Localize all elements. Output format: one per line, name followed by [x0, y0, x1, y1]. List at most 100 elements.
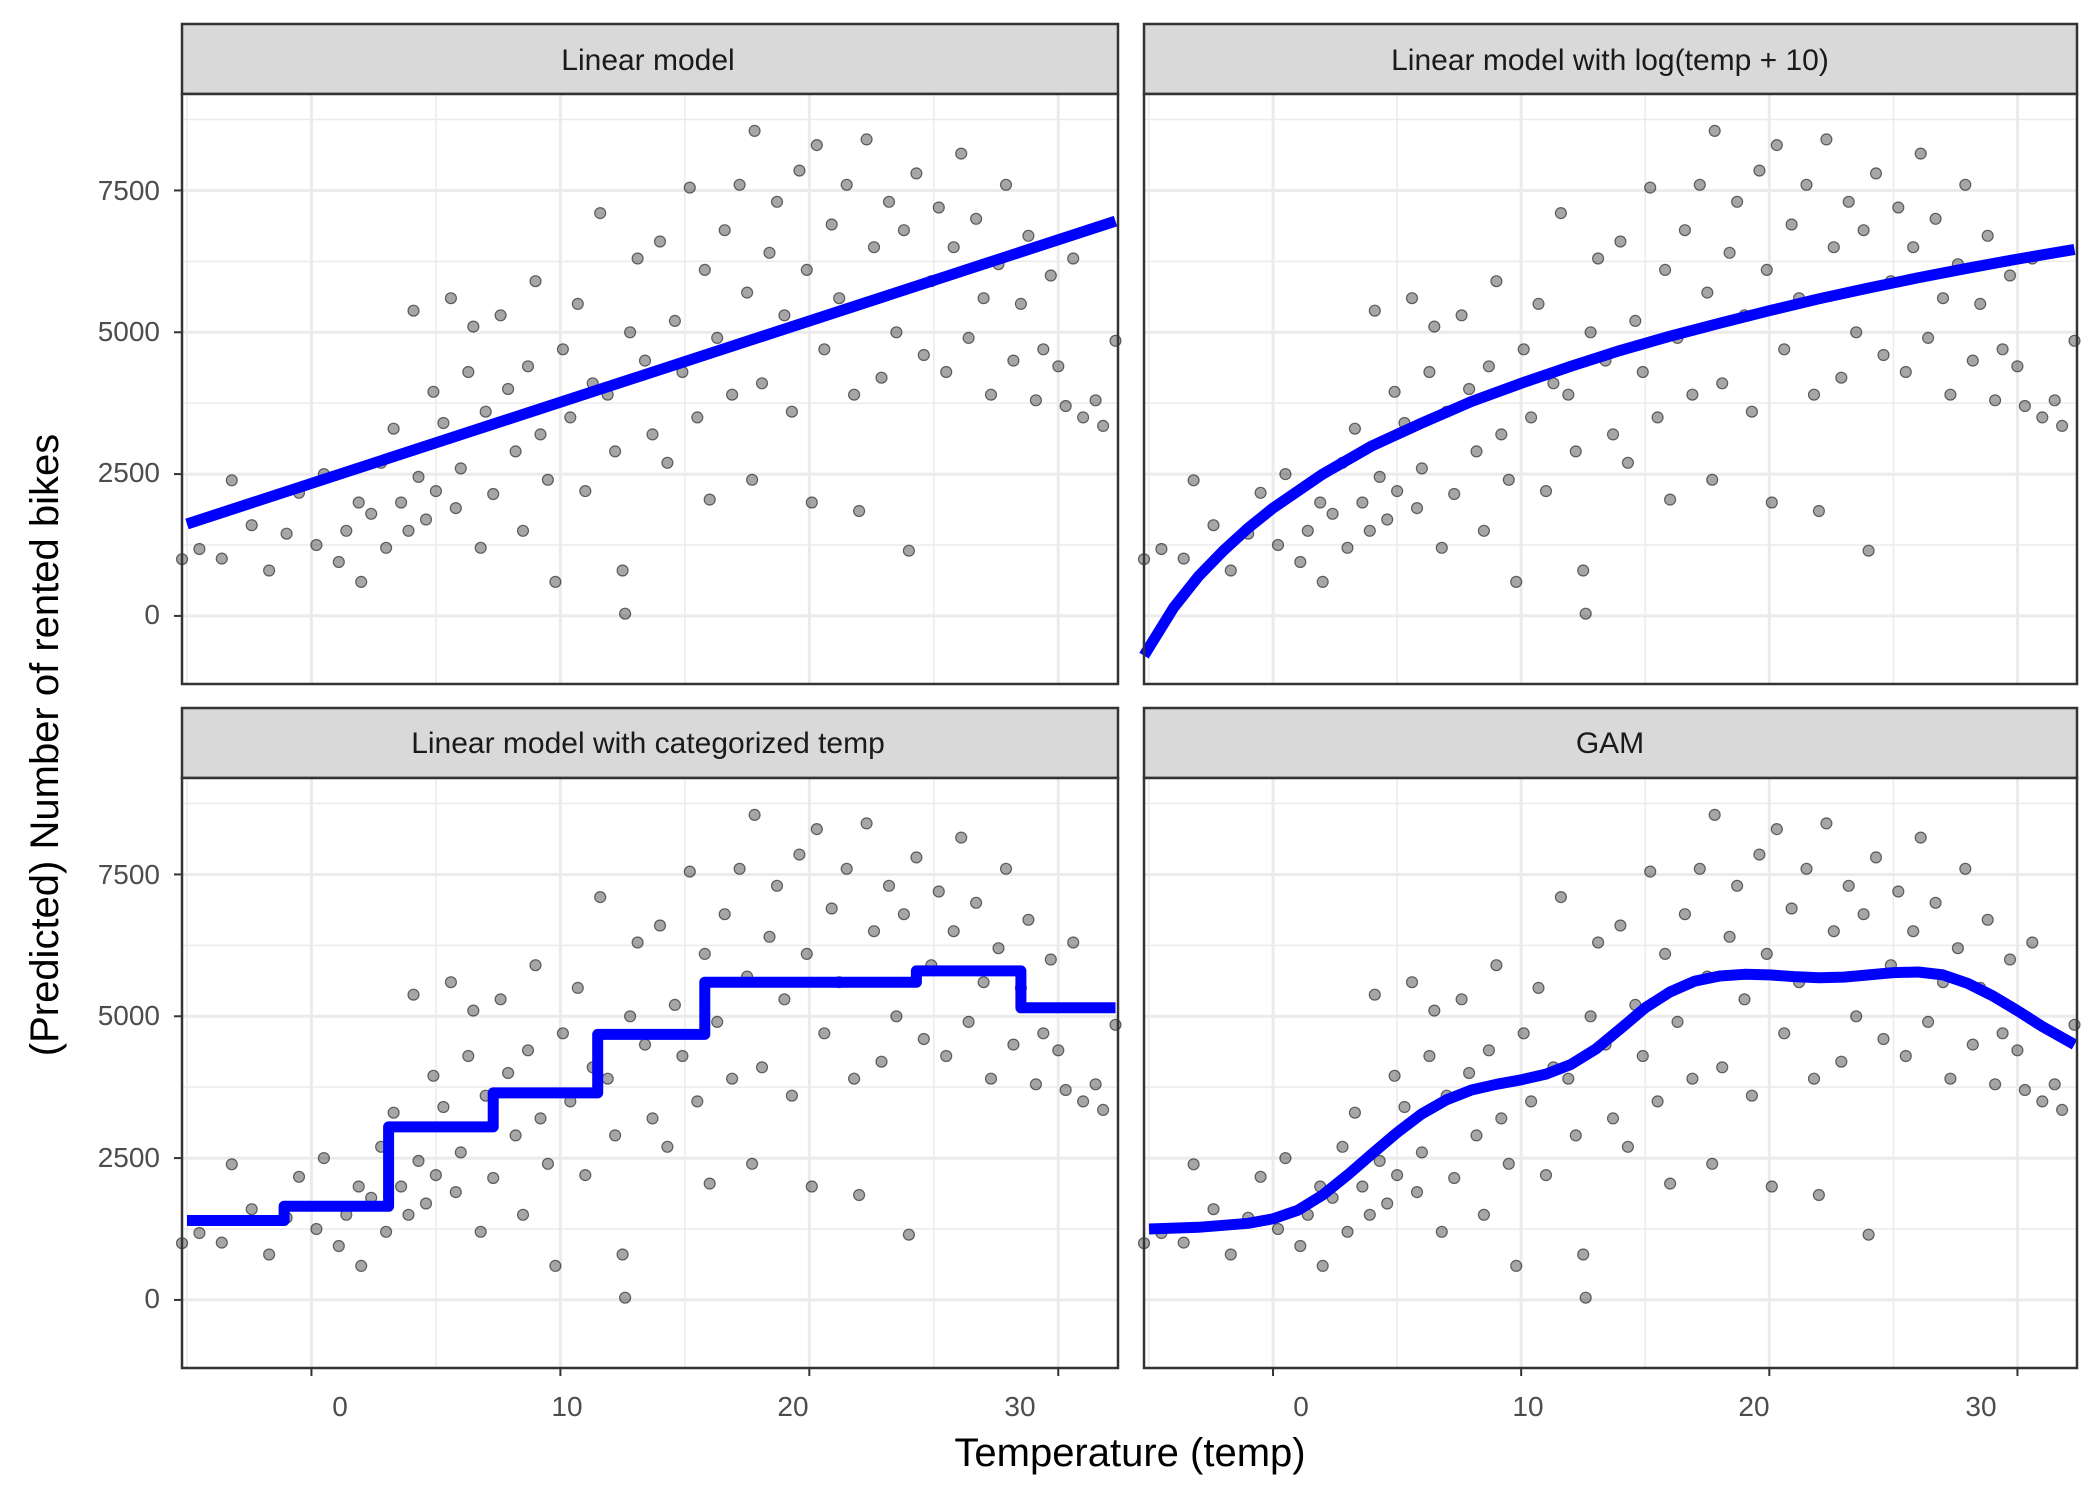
data-point	[529, 959, 542, 972]
data-point	[1644, 865, 1657, 878]
data-point	[1059, 399, 1072, 413]
data-point	[902, 1228, 916, 1241]
data-point	[1800, 862, 1813, 875]
data-point	[1448, 487, 1461, 501]
data-point	[1076, 411, 1090, 424]
data-point	[571, 297, 584, 310]
data-point	[1820, 133, 1833, 146]
data-point	[917, 348, 930, 362]
data-point	[1007, 1038, 1020, 1051]
data-point	[1510, 1259, 1523, 1273]
data-point	[1899, 365, 1912, 379]
data-point	[1423, 1049, 1436, 1063]
data-point	[437, 416, 450, 430]
data-point	[1341, 541, 1354, 554]
data-point	[1914, 831, 1927, 844]
data-point	[631, 252, 644, 265]
data-point	[800, 263, 813, 276]
data-point	[1765, 496, 1778, 509]
data-point	[847, 388, 861, 401]
data-point	[1577, 564, 1590, 577]
data-point	[867, 241, 881, 254]
data-point	[1663, 493, 1677, 506]
data-point	[910, 851, 923, 864]
data-point	[1224, 564, 1237, 577]
data-point	[1738, 993, 1751, 1006]
data-point	[1007, 354, 1020, 367]
data-point	[387, 422, 400, 435]
data-point	[1614, 919, 1627, 932]
data-point	[494, 309, 507, 322]
data-point	[1254, 1170, 1267, 1183]
data-point	[2068, 1018, 2081, 1031]
data-point	[1730, 879, 1744, 892]
data-point	[407, 988, 420, 1001]
data-point	[529, 275, 542, 288]
data-point	[745, 1157, 759, 1170]
data-point	[1271, 538, 1285, 552]
x-tick-label: 30	[1004, 1391, 1035, 1422]
data-point	[352, 1180, 365, 1193]
data-point	[1037, 343, 1050, 356]
data-point	[1651, 411, 1664, 424]
data-point	[1835, 371, 1848, 384]
data-point	[882, 195, 896, 208]
data-point	[1524, 1095, 1538, 1108]
data-point	[1037, 1027, 1050, 1040]
data-point	[516, 1208, 530, 1221]
panel	[174, 706, 1122, 1376]
data-point	[770, 195, 784, 208]
data-point	[755, 377, 769, 390]
y-tick-label: 2500	[98, 1142, 160, 1173]
data-point	[1096, 1103, 1110, 1117]
data-point	[608, 1129, 622, 1142]
panel-strip	[1142, 706, 2079, 780]
data-point	[755, 1061, 769, 1074]
x-tick-label: 30	[1965, 1391, 1996, 1422]
data-point	[215, 552, 228, 565]
data-point	[1022, 229, 1035, 242]
data-point	[2011, 1044, 2024, 1057]
data-point	[800, 947, 813, 961]
data-point	[763, 930, 776, 943]
data-point	[1835, 1055, 1848, 1068]
data-point	[616, 1248, 629, 1261]
data-point	[310, 538, 323, 552]
data-point	[1996, 1027, 2009, 1040]
data-point	[1577, 1248, 1590, 1261]
data-point	[875, 371, 888, 384]
data-point	[638, 354, 652, 367]
data-point	[1778, 1027, 1791, 1040]
data-point	[1663, 1177, 1677, 1190]
data-point	[1547, 377, 1560, 390]
data-point	[579, 1168, 592, 1182]
data-point	[1044, 953, 1057, 966]
data-point	[449, 1185, 462, 1199]
data-point	[1807, 1072, 1821, 1085]
data-point	[1869, 851, 1883, 864]
data-point	[1974, 297, 1987, 310]
data-point	[1029, 1078, 1043, 1091]
data-point	[549, 575, 562, 589]
data-point	[661, 1140, 674, 1153]
data-point	[310, 1222, 323, 1236]
data-point	[1760, 947, 1773, 961]
data-point	[352, 496, 365, 509]
data-point	[1988, 1078, 2002, 1091]
data-point	[1336, 1140, 1349, 1153]
data-point	[1579, 1291, 1592, 1304]
data-point	[1996, 343, 2009, 356]
data-point	[1701, 286, 1714, 299]
data-point	[193, 1226, 206, 1240]
data-point	[1363, 524, 1376, 537]
data-point	[1177, 1236, 1190, 1249]
data-point	[1502, 473, 1515, 486]
data-point	[1398, 1100, 1411, 1114]
data-point	[668, 314, 682, 327]
data-point	[748, 808, 761, 822]
data-point	[467, 1004, 480, 1017]
data-point	[474, 1225, 487, 1238]
data-point	[1877, 1032, 1890, 1046]
data-point	[1405, 292, 1419, 305]
data-point	[882, 879, 896, 892]
